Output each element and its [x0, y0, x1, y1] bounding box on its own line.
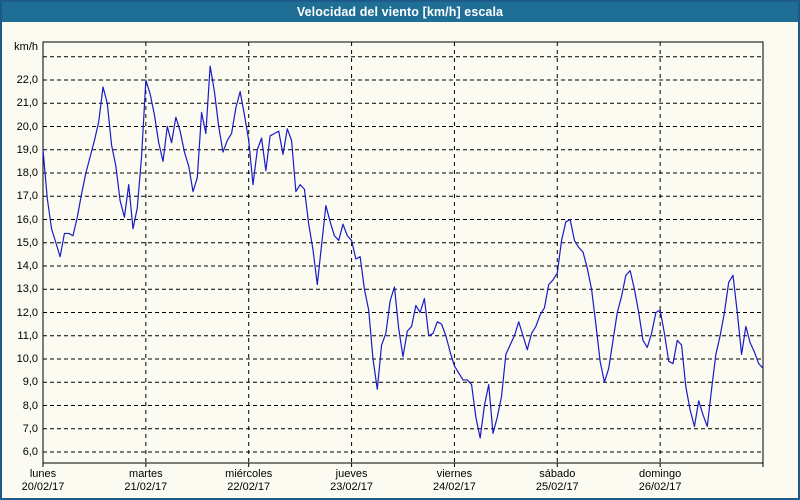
x-axis-day-label: miércoles 22/02/17 — [201, 468, 297, 494]
page-title: Velocidad del viento [km/h] escala — [296, 5, 504, 19]
x-axis-day-label: lunes 20/02/17 — [2, 468, 91, 494]
y-axis-tick-label: 19,0 — [16, 143, 38, 156]
day-name: viernes — [436, 468, 473, 480]
x-axis-day-label: jueves 23/02/17 — [304, 468, 400, 494]
y-axis-tick-label: 11,0 — [17, 329, 38, 342]
y-axis-tick-label: 6,0 — [22, 446, 38, 458]
title-bar: Velocidad del viento [km/h] escala — [2, 2, 798, 22]
day-name: miércoles — [225, 468, 273, 480]
x-axis-day-label: sábado 25/02/17 — [509, 468, 605, 494]
day-name: sábado — [539, 468, 576, 480]
x-axis-day-label: viernes 24/02/17 — [406, 468, 502, 494]
y-axis-tick-label: 9,0 — [22, 376, 38, 389]
day-date: 22/02/17 — [227, 481, 271, 493]
plot-border — [42, 41, 764, 464]
day-date: 21/02/17 — [124, 481, 168, 493]
y-axis-tick-label: 14,0 — [16, 260, 38, 272]
y-axis-tick-label: 18,0 — [16, 167, 38, 179]
day-date: 23/02/17 — [330, 481, 373, 493]
day-date: 25/02/17 — [535, 481, 579, 493]
y-axis-tick-label: 7,0 — [22, 422, 38, 435]
y-axis-tick-label: 13,0 — [16, 283, 38, 296]
y-axis-unit-label: km/h — [14, 41, 38, 53]
day-date: 24/02/17 — [433, 481, 476, 493]
x-axis-day-label: domingo 26/02/17 — [612, 468, 708, 494]
day-name: martes — [129, 468, 163, 480]
y-axis-tick-label: 17,0 — [16, 190, 38, 203]
y-axis-tick-label: 21,0 — [16, 97, 38, 110]
day-name: domingo — [639, 468, 682, 480]
y-axis-tick-label: 12,0 — [16, 306, 38, 319]
wind-speed-line — [42, 65, 764, 439]
y-axis-tick-label: 20,0 — [16, 120, 38, 133]
y-axis-tick-label: 8,0 — [22, 399, 38, 412]
y-axis-tick-label: 15,0 — [16, 236, 38, 249]
day-date: 20/02/17 — [21, 481, 65, 493]
day-date: 26/02/17 — [638, 481, 682, 493]
y-axis-tick-label: 16,0 — [16, 213, 38, 226]
day-name: jueves — [335, 468, 368, 480]
x-axis-day-label: martes 21/02/17 — [98, 468, 194, 494]
day-name: lunes — [29, 468, 57, 480]
y-axis-tick-label: 10,0 — [16, 353, 38, 365]
y-axis-tick-label: 22,0 — [16, 74, 38, 86]
